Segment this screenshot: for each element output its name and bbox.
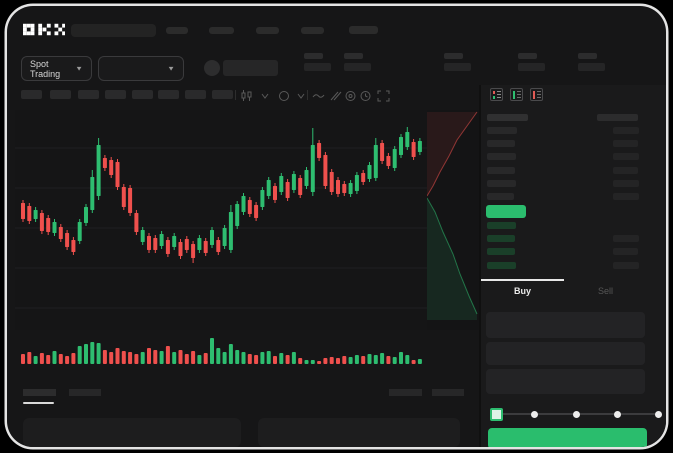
chevron-down-icon: ▼ xyxy=(167,64,175,73)
orderbook-price-header xyxy=(487,114,528,121)
orders-filter-2[interactable] xyxy=(432,389,464,396)
amount-input[interactable] xyxy=(486,342,645,365)
amount-bar xyxy=(613,140,638,148)
screenshot-icon[interactable] xyxy=(344,89,357,101)
nav-item-5[interactable] xyxy=(349,26,378,34)
slider-step-dot[interactable] xyxy=(613,411,621,418)
trade-sidebar: Buy Sell xyxy=(479,85,666,447)
ask-row[interactable] xyxy=(481,190,666,203)
price-bar xyxy=(487,248,515,256)
active-tab-underline xyxy=(23,402,54,404)
orders-tab-active[interactable] xyxy=(23,389,56,396)
amount-bar xyxy=(613,248,638,256)
interval-chip-8[interactable] xyxy=(212,90,233,99)
orders-tab-2[interactable] xyxy=(69,389,101,396)
pair-name-placeholder xyxy=(223,60,278,76)
candlestick-style-icon[interactable] xyxy=(240,89,253,101)
history-clock-icon[interactable] xyxy=(359,89,372,101)
ask-row[interactable] xyxy=(481,124,666,137)
bid-row[interactable] xyxy=(481,245,666,258)
toolbar-divider xyxy=(307,90,308,100)
price-bar xyxy=(487,222,516,229)
buy-tab-indicator xyxy=(481,279,564,281)
price-bar xyxy=(487,127,517,134)
tab-sell[interactable]: Sell xyxy=(597,286,613,296)
slider-step-dot[interactable] xyxy=(655,411,663,418)
line-tool-icon[interactable] xyxy=(312,89,325,101)
market-type-dropdown[interactable]: Spot Trading ▼ xyxy=(21,56,92,81)
chart-type-chevron-icon[interactable] xyxy=(260,89,273,101)
ask-row[interactable] xyxy=(481,137,666,150)
nav-item-4[interactable] xyxy=(301,27,324,34)
draw-tool-icon[interactable] xyxy=(329,89,342,101)
bid-row[interactable] xyxy=(481,259,666,272)
pair-dropdown[interactable]: ▼ xyxy=(98,56,184,81)
last-price-badge[interactable] xyxy=(486,205,526,218)
nav-item-1[interactable] xyxy=(166,27,188,34)
interval-chip-5[interactable] xyxy=(132,90,153,99)
bid-row[interactable] xyxy=(481,232,666,245)
depth-chart[interactable] xyxy=(426,110,479,330)
interval-chip-4[interactable] xyxy=(105,90,126,99)
indicator-icon[interactable] xyxy=(278,89,291,101)
orders-filter-1[interactable] xyxy=(389,389,422,396)
orderbook-view-combined-icon[interactable] xyxy=(490,88,503,101)
amount-bar xyxy=(613,193,639,200)
indicator-chevron-icon[interactable] xyxy=(296,89,309,101)
price-bar xyxy=(487,166,515,174)
slider-handle[interactable] xyxy=(490,408,503,421)
volume-chart xyxy=(15,336,427,366)
coin-avatar xyxy=(204,60,220,76)
nav-menu-placeholder[interactable] xyxy=(71,24,156,37)
orders-table-panel xyxy=(23,418,241,447)
ticker-stat-3 xyxy=(444,53,474,79)
app-window: Spot Trading ▼ ▼ xyxy=(7,6,666,447)
market-type-label: Spot Trading xyxy=(30,58,61,79)
price-bar xyxy=(487,235,515,243)
bid-row[interactable] xyxy=(481,219,666,232)
price-bar xyxy=(487,140,515,148)
interval-chip-2[interactable] xyxy=(50,90,71,99)
price-bar xyxy=(487,179,516,187)
amount-bar xyxy=(613,166,638,174)
slider-step-dot[interactable] xyxy=(531,411,539,418)
ticker-stat-2 xyxy=(344,53,374,79)
nav-item-2[interactable] xyxy=(209,27,234,34)
okx-logo[interactable] xyxy=(23,23,65,36)
amount-bar xyxy=(613,179,639,187)
orderbook-view-buy-icon[interactable] xyxy=(510,88,523,101)
chevron-down-icon: ▼ xyxy=(75,64,83,73)
interval-chip-7[interactable] xyxy=(185,90,206,99)
ticker-stat-4 xyxy=(518,53,548,79)
fullscreen-icon[interactable] xyxy=(377,89,390,102)
orderbook-view-sell-icon[interactable] xyxy=(530,88,543,101)
toolbar-divider xyxy=(235,90,236,100)
ask-row[interactable] xyxy=(481,164,666,177)
buy-submit-button[interactable] xyxy=(488,428,647,447)
orderbook-amount-header xyxy=(597,114,638,121)
interval-chip-6[interactable] xyxy=(158,90,179,99)
positions-table-panel xyxy=(258,418,460,447)
ask-row[interactable] xyxy=(481,177,666,190)
ask-row[interactable] xyxy=(481,150,666,163)
amount-bar xyxy=(613,153,639,161)
total-input[interactable] xyxy=(486,369,645,394)
slider-step-dot[interactable] xyxy=(572,411,580,418)
interval-chip-3[interactable] xyxy=(78,90,99,99)
price-input[interactable] xyxy=(486,312,645,338)
price-bar xyxy=(487,193,514,200)
tab-buy[interactable]: Buy xyxy=(513,286,531,296)
price-bar xyxy=(487,261,516,269)
amount-bar xyxy=(613,235,639,243)
amount-bar xyxy=(613,261,639,269)
okx-logo-icon xyxy=(23,23,65,36)
amount-bar xyxy=(613,127,639,134)
price-bar xyxy=(487,153,516,161)
ticker-stat-5 xyxy=(578,53,608,79)
interval-chip-1[interactable] xyxy=(21,90,42,99)
candlestick-chart[interactable] xyxy=(15,110,427,330)
nav-item-3[interactable] xyxy=(256,27,279,34)
ticker-stat-1 xyxy=(304,53,334,79)
